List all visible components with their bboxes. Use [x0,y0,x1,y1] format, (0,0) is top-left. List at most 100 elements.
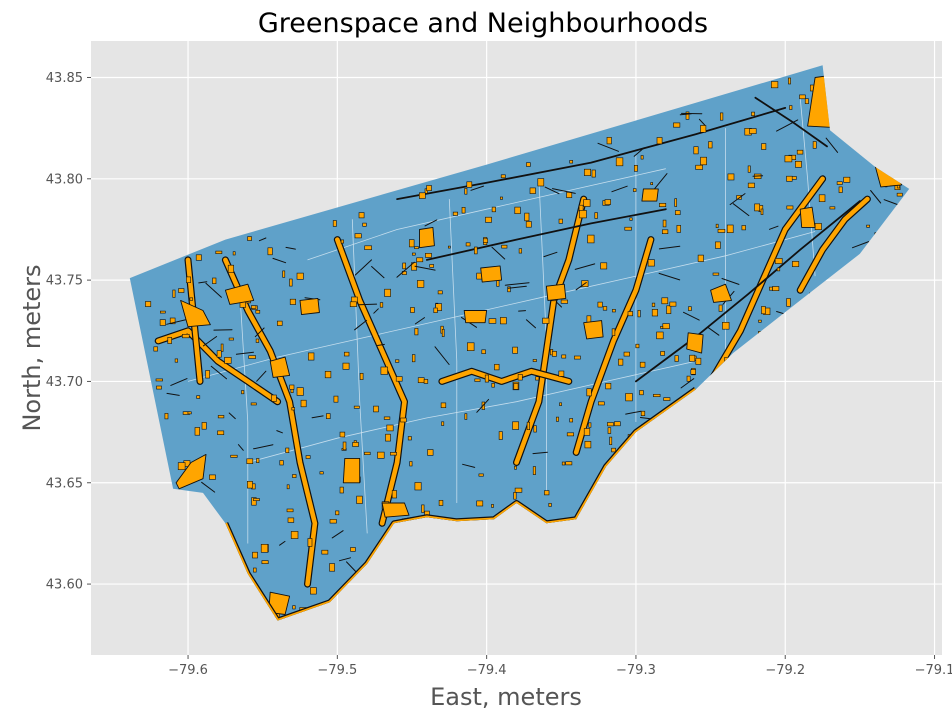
ravine-greenspace [514,196,587,465]
small-greenspace [438,499,444,506]
small-greenspace [414,246,419,250]
small-greenspace [383,416,391,420]
small-greenspace [587,234,595,244]
small-greenspace [395,376,403,382]
small-greenspace [354,233,362,239]
small-greenspace [639,361,646,368]
small-greenspace [512,421,519,430]
small-greenspace [695,164,703,170]
small-greenspace [715,223,719,228]
small-greenspace [604,199,611,205]
small-greenspace [614,421,621,427]
park-greenspace [269,356,291,378]
stream-fragment [597,142,619,152]
small-greenspace [287,517,295,523]
small-greenspace [788,77,791,85]
x-tick-label: −79.4 [467,663,507,678]
small-greenspace [796,149,804,155]
small-greenspace [461,207,466,214]
small-greenspace [529,187,536,194]
small-greenspace [660,325,664,329]
small-greenspace [512,346,518,354]
stream-fragment [339,557,351,562]
small-greenspace [385,433,391,442]
park-greenspace [710,283,732,303]
small-greenspace [674,198,678,207]
neighbourhood-boundary [187,231,816,382]
small-greenspace [607,427,612,434]
stream-fragment [396,261,415,278]
stream-fragment [491,246,506,260]
small-greenspace [715,241,721,249]
small-greenspace [623,351,630,357]
small-greenspace [333,395,339,403]
small-greenspace [466,181,473,188]
small-greenspace [209,474,216,480]
stream-fragment [556,302,562,308]
small-greenspace [633,165,638,172]
small-greenspace [395,359,400,363]
stream-fragment [205,282,222,298]
small-greenspace [507,286,511,293]
small-greenspace [866,224,870,228]
small-greenspace [689,354,696,362]
chart-title: Greenspace and Neighbourhoods [258,8,708,39]
small-greenspace [421,504,425,513]
small-greenspace [429,264,435,268]
small-greenspace [726,224,734,233]
stream-fragment [544,186,560,195]
small-greenspace [786,205,794,210]
small-greenspace [591,169,596,178]
small-greenspace [513,383,519,390]
small-greenspace [300,399,307,408]
small-greenspace [380,366,388,375]
stream-fragment [201,481,216,493]
small-greenspace [624,226,632,231]
stream-fragment [680,378,695,389]
park-greenspace [545,283,567,301]
small-greenspace [786,298,791,307]
small-greenspace [373,405,379,413]
small-greenspace [498,431,503,440]
small-greenspace [292,474,297,478]
small-greenspace [340,239,345,244]
small-greenspace [500,317,507,325]
city-contents [145,72,904,621]
stream-fragment [852,241,870,249]
small-greenspace [386,424,394,432]
small-greenspace [491,382,495,388]
small-greenspace [569,418,574,423]
small-greenspace [784,155,793,163]
ravine-greenspace [155,328,280,405]
small-greenspace [579,210,587,219]
small-greenspace [356,495,363,504]
small-greenspace [533,425,537,433]
small-greenspace [769,286,773,291]
stream-fragment [424,219,438,227]
small-greenspace [353,405,360,409]
small-greenspace [896,192,903,197]
stream-fragment [276,430,283,434]
small-greenspace [712,272,720,276]
x-axis-label: East, meters [430,683,582,711]
small-greenspace [558,370,565,377]
small-greenspace [282,270,286,278]
park-greenspace [224,283,255,305]
small-greenspace [326,413,331,420]
small-greenspace [156,385,162,390]
small-greenspace [818,194,826,203]
small-greenspace [289,278,293,287]
small-greenspace [525,221,532,228]
small-greenspace [532,359,537,362]
stream-fragment [679,113,692,116]
small-greenspace [241,390,245,395]
stream-fragment [228,412,236,420]
x-tick-label: −79.5 [317,663,357,678]
small-greenspace [286,484,290,490]
stream-fragment [256,370,267,382]
small-greenspace [230,454,238,458]
small-greenspace [609,436,613,446]
small-greenspace [485,216,492,223]
small-greenspace [770,81,779,89]
small-greenspace [310,587,317,595]
